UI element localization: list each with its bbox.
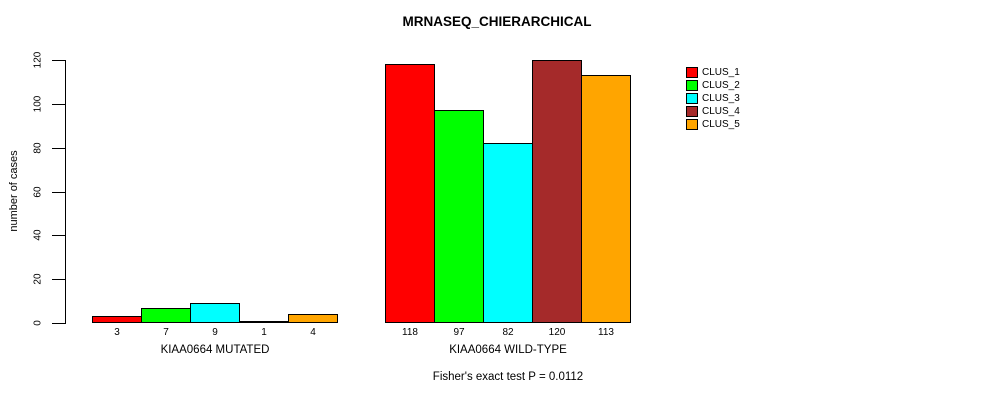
bar-CLUS_5-group-1 xyxy=(581,75,631,323)
bar-value-label-CLUS_4-group-0: 1 xyxy=(261,327,267,338)
y-tick-mark-20 xyxy=(52,279,65,280)
legend-swatch-CLUS_5 xyxy=(686,119,698,130)
chart-title: MRNASEQ_CHIERARCHICAL xyxy=(402,14,592,29)
y-tick-label-100: 100 xyxy=(32,95,44,113)
bar-CLUS_1-group-0 xyxy=(92,316,142,323)
legend-item-CLUS_1: CLUS_1 xyxy=(686,66,740,79)
bar-CLUS_1-group-1 xyxy=(385,64,435,323)
bar-value-label-CLUS_4-group-1: 120 xyxy=(548,327,566,338)
y-tick-mark-0 xyxy=(52,323,65,324)
bar-CLUS_2-group-1 xyxy=(434,110,484,323)
y-tick-label-120: 120 xyxy=(32,51,44,69)
bar-value-label-CLUS_3-group-1: 82 xyxy=(502,327,514,338)
legend-swatch-CLUS_4 xyxy=(686,106,698,117)
legend-label-CLUS_3: CLUS_3 xyxy=(702,93,740,104)
y-tick-mark-80 xyxy=(52,148,65,149)
y-tick-label-40: 40 xyxy=(32,229,44,241)
legend-swatch-CLUS_3 xyxy=(686,93,698,104)
bar-value-label-CLUS_2-group-1: 97 xyxy=(453,327,465,338)
y-tick-label-60: 60 xyxy=(32,186,44,198)
bar-CLUS_5-group-0 xyxy=(288,314,338,323)
legend-label-CLUS_5: CLUS_5 xyxy=(702,119,740,130)
legend-swatch-CLUS_1 xyxy=(686,67,698,78)
y-axis-line xyxy=(65,60,66,324)
group-label-0: KIAA0664 MUTATED xyxy=(160,344,270,356)
legend-label-CLUS_4: CLUS_4 xyxy=(702,106,740,117)
bar-value-label-CLUS_1-group-0: 3 xyxy=(114,327,120,338)
bar-value-label-CLUS_1-group-1: 118 xyxy=(402,327,418,338)
y-tick-mark-60 xyxy=(52,192,65,193)
bar-CLUS_3-group-0 xyxy=(190,303,240,323)
legend: CLUS_1 CLUS_2 CLUS_3 CLUS_4 CLUS_5 xyxy=(686,66,740,131)
y-tick-label-80: 80 xyxy=(32,142,44,154)
bar-CLUS_4-group-1 xyxy=(532,60,582,323)
y-tick-label-20: 20 xyxy=(32,273,44,285)
legend-item-CLUS_2: CLUS_2 xyxy=(686,79,740,92)
bar-value-label-CLUS_5-group-0: 4 xyxy=(310,327,316,338)
group-label-1: KIAA0664 WILD-TYPE xyxy=(449,344,567,356)
y-axis-label: number of cases xyxy=(8,150,20,232)
legend-label-CLUS_1: CLUS_1 xyxy=(702,67,740,78)
bar-CLUS_2-group-0 xyxy=(141,308,191,323)
y-tick-mark-100 xyxy=(52,104,65,105)
y-tick-label-0: 0 xyxy=(32,320,44,326)
legend-label-CLUS_2: CLUS_2 xyxy=(702,80,740,91)
legend-swatch-CLUS_2 xyxy=(686,80,698,91)
bar-CLUS_3-group-1 xyxy=(483,143,533,323)
bar-value-label-CLUS_2-group-0: 7 xyxy=(163,327,169,338)
legend-item-CLUS_4: CLUS_4 xyxy=(686,105,740,118)
bar-value-label-CLUS_3-group-0: 9 xyxy=(212,327,218,338)
bar-CLUS_4-group-0 xyxy=(239,321,289,323)
y-tick-mark-40 xyxy=(52,235,65,236)
legend-item-CLUS_5: CLUS_5 xyxy=(686,118,740,131)
annotation-text: Fisher's exact test P = 0.0112 xyxy=(432,371,584,383)
bar-value-label-CLUS_5-group-1: 113 xyxy=(598,327,614,338)
y-tick-mark-120 xyxy=(52,60,65,61)
legend-item-CLUS_3: CLUS_3 xyxy=(686,92,740,105)
